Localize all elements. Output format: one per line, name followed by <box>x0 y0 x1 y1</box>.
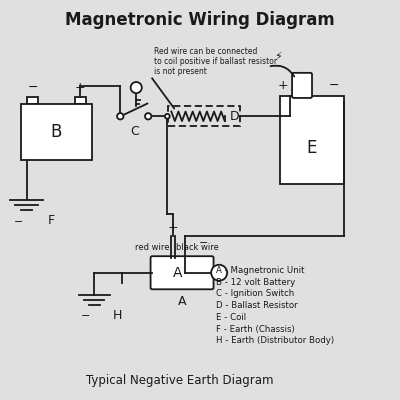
Text: −: − <box>27 81 38 94</box>
Circle shape <box>117 113 124 120</box>
FancyBboxPatch shape <box>150 256 214 289</box>
FancyBboxPatch shape <box>292 73 312 98</box>
Text: F - Earth (Chassis): F - Earth (Chassis) <box>216 324 295 334</box>
Text: E: E <box>306 139 317 157</box>
Text: Magnetronic Wiring Diagram: Magnetronic Wiring Diagram <box>65 11 335 29</box>
Text: +: + <box>277 79 288 92</box>
Text: H: H <box>112 309 122 322</box>
Text: −: − <box>81 312 90 322</box>
Circle shape <box>145 113 151 120</box>
Text: −: − <box>328 79 339 92</box>
Text: +: + <box>75 81 86 94</box>
Bar <box>27 97 38 104</box>
Text: −: − <box>199 238 208 248</box>
Bar <box>168 106 240 126</box>
Text: F: F <box>47 214 54 227</box>
Text: +: + <box>168 221 178 234</box>
Text: B: B <box>51 123 62 141</box>
Bar <box>75 97 86 104</box>
Text: D - Ballast Resistor: D - Ballast Resistor <box>216 301 298 310</box>
Text: A - Magnetronic Unit: A - Magnetronic Unit <box>216 266 304 275</box>
Text: red wire: red wire <box>136 243 170 252</box>
Text: black wire: black wire <box>176 243 219 252</box>
Bar <box>21 104 92 160</box>
Text: E - Coil: E - Coil <box>216 313 246 322</box>
Text: −: − <box>14 217 23 227</box>
Circle shape <box>211 265 227 281</box>
Text: B - 12 volt Battery: B - 12 volt Battery <box>216 278 295 286</box>
Text: ⚡: ⚡ <box>274 52 282 62</box>
Circle shape <box>165 114 170 119</box>
Text: C: C <box>130 125 139 138</box>
Text: H - Earth (Distributor Body): H - Earth (Distributor Body) <box>216 336 334 345</box>
Text: D: D <box>230 110 240 123</box>
Text: A: A <box>173 266 183 280</box>
Circle shape <box>131 82 142 93</box>
Text: A: A <box>178 295 186 308</box>
Text: Red wire can be connected
to coil positive if ballast resistor
is not present: Red wire can be connected to coil positi… <box>154 47 277 76</box>
Bar <box>280 96 344 184</box>
Circle shape <box>217 270 222 275</box>
Text: Typical Negative Earth Diagram: Typical Negative Earth Diagram <box>86 374 274 387</box>
Text: C - Ignition Switch: C - Ignition Switch <box>216 289 294 298</box>
